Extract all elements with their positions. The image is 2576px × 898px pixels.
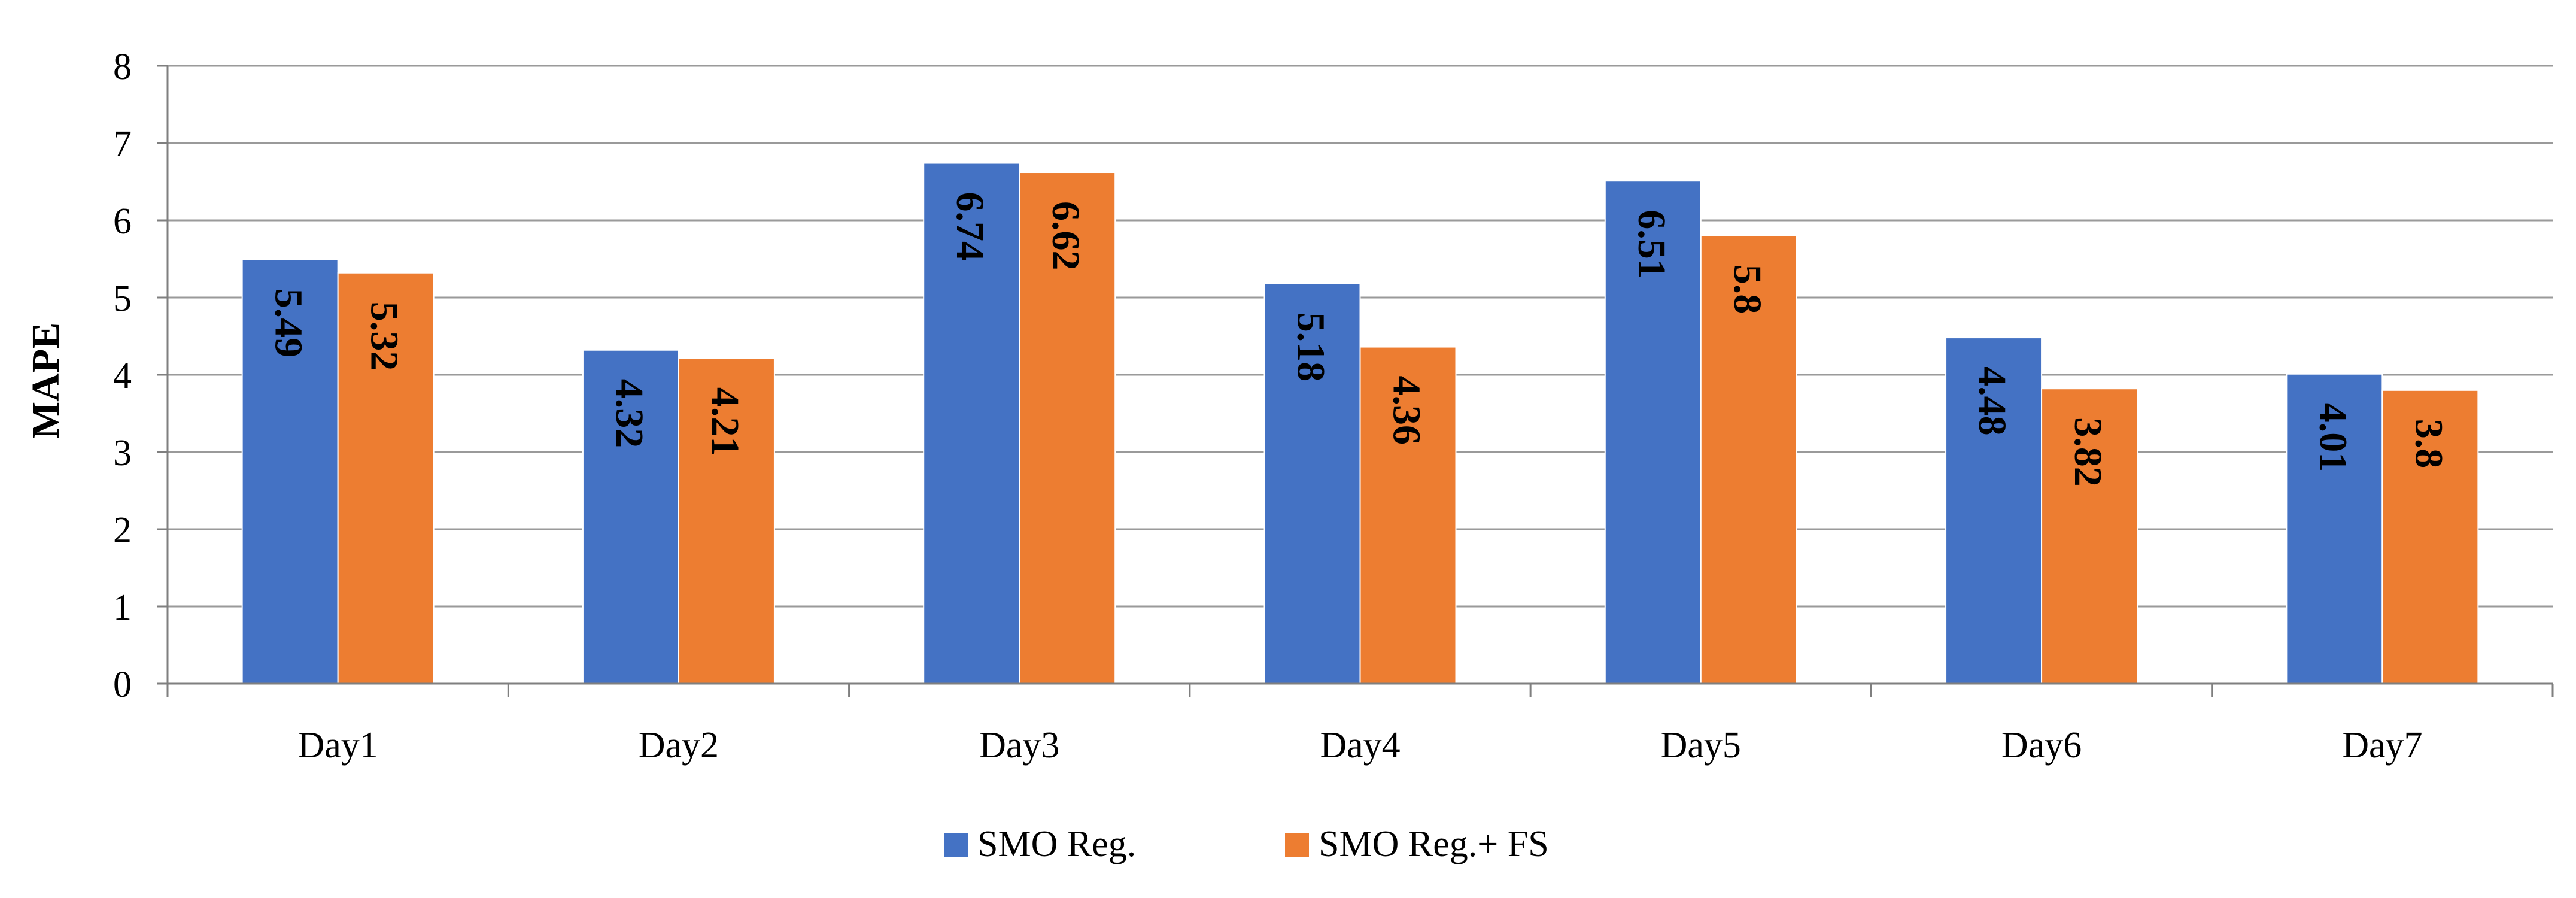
bar bbox=[337, 272, 435, 685]
y-tick-label: 4 bbox=[113, 356, 132, 396]
x-tick-label: Day7 bbox=[2342, 725, 2422, 766]
bar bbox=[1019, 172, 1116, 684]
data-label: 4.01 bbox=[2311, 403, 2355, 472]
data-label: 4.48 bbox=[1970, 366, 2014, 436]
bar bbox=[2041, 388, 2138, 684]
y-tick-label: 8 bbox=[113, 47, 132, 87]
x-tick-label: Day6 bbox=[2001, 725, 2082, 766]
bar bbox=[241, 259, 339, 685]
data-label: 6.62 bbox=[1044, 201, 1087, 271]
legend: SMO Reg. SMO Reg.+ FS bbox=[944, 824, 1549, 864]
data-label: 5.8 bbox=[1726, 265, 1769, 314]
bar bbox=[1263, 283, 1361, 684]
bar bbox=[2381, 389, 2479, 684]
y-tick-label: 3 bbox=[113, 433, 132, 474]
data-label: 4.36 bbox=[1385, 376, 1429, 445]
x-tick-label: Day2 bbox=[639, 725, 719, 766]
data-label: 3.8 bbox=[2407, 419, 2450, 469]
bar bbox=[1700, 235, 1797, 684]
y-tick-label: 7 bbox=[113, 124, 132, 165]
data-label: 4.32 bbox=[607, 379, 651, 448]
x-tick-label: Day1 bbox=[297, 725, 378, 766]
data-label: 3.82 bbox=[2066, 417, 2110, 487]
x-tick-label: Day3 bbox=[979, 725, 1059, 766]
data-label: 4.21 bbox=[703, 387, 747, 457]
y-axis-title: MAPE bbox=[24, 323, 68, 439]
data-label: 5.18 bbox=[1289, 313, 1333, 382]
data-labels: 5.49 5.32 4.32 4.21 6.74 6.62 5.18 4.36 6.51 5.8 4… bbox=[267, 192, 2451, 487]
data-label: 6.74 bbox=[948, 192, 992, 262]
data-label: 5.49 bbox=[267, 289, 311, 358]
legend-label: SMO Reg. bbox=[977, 824, 1136, 864]
bar bbox=[2286, 373, 2383, 684]
axes: 0 1 2 3 4 5 6 7 8 MAPE Day1 Day2 Day3 Day4 Day5 Day6 Day… bbox=[24, 47, 2554, 766]
x-tick-label: Day5 bbox=[1661, 725, 1741, 766]
y-tick-label: 6 bbox=[113, 201, 132, 242]
bar bbox=[1359, 346, 1457, 684]
y-tick-label: 1 bbox=[113, 587, 132, 628]
x-tick-label: Day4 bbox=[1320, 725, 1400, 766]
bar bbox=[1945, 337, 2043, 684]
y-tick-label: 0 bbox=[113, 665, 132, 705]
data-label: 6.51 bbox=[1630, 210, 1673, 279]
legend-label: SMO Reg.+ FS bbox=[1319, 824, 1549, 864]
legend-swatch bbox=[944, 833, 968, 857]
data-label: 5.32 bbox=[363, 302, 406, 371]
y-tick-label: 2 bbox=[113, 510, 132, 551]
legend-swatch bbox=[1285, 833, 1309, 857]
bar bbox=[582, 349, 679, 684]
y-tick-label: 5 bbox=[113, 278, 132, 319]
bar bbox=[678, 357, 775, 684]
bars bbox=[241, 162, 2479, 685]
